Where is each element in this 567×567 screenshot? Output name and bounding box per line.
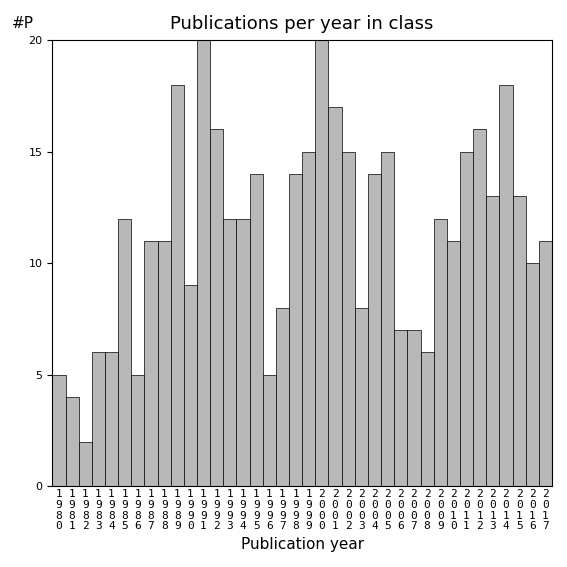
Bar [486,196,500,486]
Bar [394,330,407,486]
Bar [368,174,381,486]
Bar [434,218,447,486]
Bar [249,174,263,486]
Bar [171,84,184,486]
Bar [355,308,368,486]
Bar [236,218,249,486]
Bar [328,107,342,486]
Bar [381,151,394,486]
Bar [66,397,79,486]
Y-axis label: #P: #P [11,16,33,31]
Bar [52,375,66,486]
Bar [421,353,434,486]
Bar [447,241,460,486]
Bar [158,241,171,486]
Bar [145,241,158,486]
Bar [223,218,236,486]
Bar [526,263,539,486]
Bar [131,375,145,486]
Bar [407,330,421,486]
Bar [289,174,302,486]
Title: Publications per year in class: Publications per year in class [171,15,434,33]
Bar [118,218,131,486]
Bar [79,442,92,486]
Bar [342,151,355,486]
Bar [302,151,315,486]
Bar [500,84,513,486]
Bar [105,353,118,486]
Bar [539,241,552,486]
Bar [315,40,328,486]
Bar [197,40,210,486]
Bar [513,196,526,486]
Bar [276,308,289,486]
X-axis label: Publication year: Publication year [240,537,364,552]
Bar [263,375,276,486]
Bar [210,129,223,486]
Bar [473,129,486,486]
Bar [184,286,197,486]
Bar [92,353,105,486]
Bar [460,151,473,486]
